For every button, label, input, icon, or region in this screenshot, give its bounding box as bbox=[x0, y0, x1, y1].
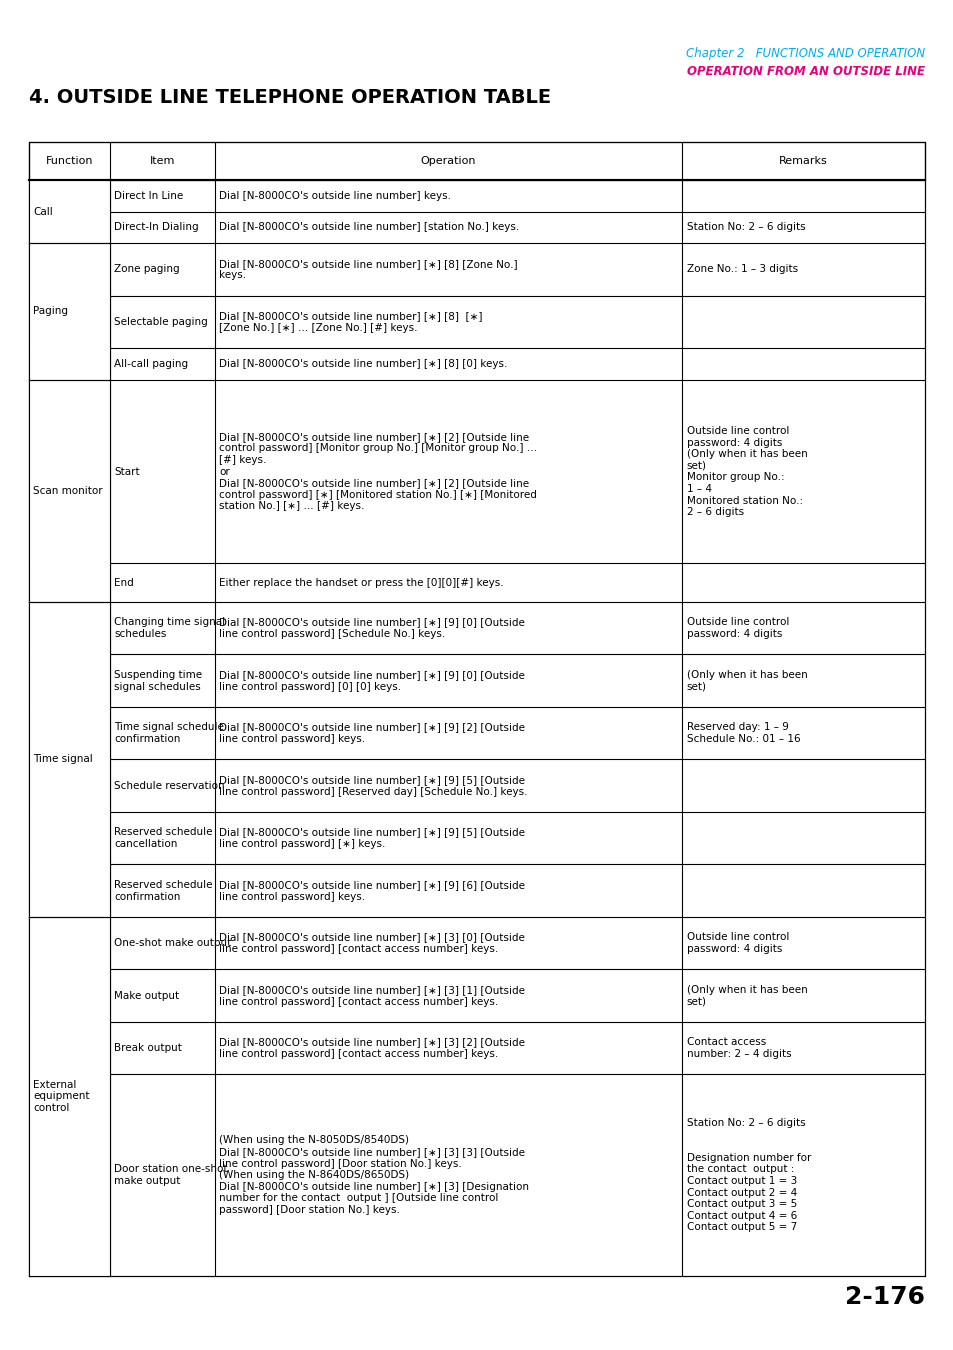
Text: One-shot make output: One-shot make output bbox=[114, 938, 232, 948]
Text: Selectable paging: Selectable paging bbox=[114, 317, 208, 327]
Text: Operation: Operation bbox=[420, 157, 476, 166]
Bar bbox=[29, 142, 924, 181]
Text: Dial [N-8000CO's outside line number] [∗] [3] [0] [Outside
line control password: Dial [N-8000CO's outside line number] [∗… bbox=[219, 933, 525, 954]
Text: Dial [N-8000CO's outside line number] [∗] [3] [1] [Outside
line control password: Dial [N-8000CO's outside line number] [∗… bbox=[219, 986, 525, 1007]
Text: Dial [N-8000CO's outside line number] [∗] [8] [Zone No.]
keys.: Dial [N-8000CO's outside line number] [∗… bbox=[219, 259, 517, 281]
Text: OPERATION FROM AN OUTSIDE LINE: OPERATION FROM AN OUTSIDE LINE bbox=[687, 65, 924, 78]
Text: Dial [N-8000CO's outside line number] [∗] [9] [0] [Outside
line control password: Dial [N-8000CO's outside line number] [∗… bbox=[219, 617, 525, 639]
Text: Chapter 2   FUNCTIONS AND OPERATION: Chapter 2 FUNCTIONS AND OPERATION bbox=[685, 47, 924, 61]
Bar bbox=[29, 142, 924, 1276]
Text: Station No: 2 – 6 digits: Station No: 2 – 6 digits bbox=[686, 223, 804, 232]
Text: Suspending time
signal schedules: Suspending time signal schedules bbox=[114, 670, 202, 691]
Text: (Only when it has been
set): (Only when it has been set) bbox=[686, 986, 807, 1007]
Text: Reserved day: 1 – 9
Schedule No.: 01 – 16: Reserved day: 1 – 9 Schedule No.: 01 – 1… bbox=[686, 722, 800, 744]
Bar bbox=[29, 379, 110, 602]
Text: Either replace the handset or press the [0][0][#] keys.: Either replace the handset or press the … bbox=[219, 578, 503, 587]
Text: Break output: Break output bbox=[114, 1044, 182, 1053]
Text: (Only when it has been
set): (Only when it has been set) bbox=[686, 670, 807, 691]
Text: Dial [N-8000CO's outside line number] [station No.] keys.: Dial [N-8000CO's outside line number] [s… bbox=[219, 223, 519, 232]
Text: Direct In Line: Direct In Line bbox=[114, 190, 184, 201]
Text: Item: Item bbox=[150, 157, 174, 166]
Bar bbox=[29, 142, 924, 181]
Text: Function: Function bbox=[46, 157, 92, 166]
Text: Station No: 2 – 6 digits


Designation number for
the contact  output :
Contact : Station No: 2 – 6 digits Designation num… bbox=[686, 1118, 810, 1233]
Text: (When using the N-8050DS/8540DS)
Dial [N-8000CO's outside line number] [∗] [3] [: (When using the N-8050DS/8540DS) Dial [N… bbox=[219, 1135, 529, 1215]
Text: Dial [N-8000CO's outside line number] [∗] [8] [0] keys.: Dial [N-8000CO's outside line number] [∗… bbox=[219, 359, 507, 369]
Text: Dial [N-8000CO's outside line number] [∗] [9] [0] [Outside
line control password: Dial [N-8000CO's outside line number] [∗… bbox=[219, 670, 525, 691]
Text: Call: Call bbox=[33, 207, 53, 217]
Text: Outside line control
password: 4 digits
(Only when it has been
set)
Monitor grou: Outside line control password: 4 digits … bbox=[686, 427, 807, 517]
Bar bbox=[29, 181, 110, 243]
Text: Reserved schedule
cancellation: Reserved schedule cancellation bbox=[114, 828, 213, 849]
Text: Dial [N-8000CO's outside line number] keys.: Dial [N-8000CO's outside line number] ke… bbox=[219, 190, 451, 201]
Text: Door station one-shot
make output: Door station one-shot make output bbox=[114, 1164, 228, 1185]
Text: Dial [N-8000CO's outside line number] [∗] [9] [5] [Outside
line control password: Dial [N-8000CO's outside line number] [∗… bbox=[219, 775, 527, 796]
Text: Dial [N-8000CO's outside line number] [∗] [9] [6] [Outside
line control password: Dial [N-8000CO's outside line number] [∗… bbox=[219, 880, 525, 902]
Text: Paging: Paging bbox=[33, 306, 69, 316]
Text: Direct-In Dialing: Direct-In Dialing bbox=[114, 223, 199, 232]
Text: Start: Start bbox=[114, 467, 140, 477]
Text: External
equipment
control: External equipment control bbox=[33, 1080, 90, 1112]
Text: Zone paging: Zone paging bbox=[114, 265, 180, 274]
Text: Contact access
number: 2 – 4 digits: Contact access number: 2 – 4 digits bbox=[686, 1037, 791, 1058]
Text: Scan monitor: Scan monitor bbox=[33, 467, 103, 477]
Text: Remarks: Remarks bbox=[779, 157, 827, 166]
Text: Scan monitor: Scan monitor bbox=[33, 486, 103, 495]
Text: 2-176: 2-176 bbox=[844, 1285, 924, 1310]
Bar bbox=[29, 917, 110, 1276]
Text: Dial [N-8000CO's outside line number] [∗] [9] [5] [Outside
line control password: Dial [N-8000CO's outside line number] [∗… bbox=[219, 828, 525, 849]
Text: Outside line control
password: 4 digits: Outside line control password: 4 digits bbox=[686, 617, 788, 639]
Text: Dial [N-8000CO's outside line number] [∗] [8]  [∗]
[Zone No.] [∗] … [Zone No.] [: Dial [N-8000CO's outside line number] [∗… bbox=[219, 312, 482, 333]
Text: Call: Call bbox=[33, 190, 53, 201]
Text: End: End bbox=[114, 578, 134, 587]
Text: Reserved schedule
confirmation: Reserved schedule confirmation bbox=[114, 880, 213, 902]
Text: Dial [N-8000CO's outside line number] [∗] [2] [Outside line
control password] [M: Dial [N-8000CO's outside line number] [∗… bbox=[219, 432, 537, 512]
Text: Time signal schedule
confirmation: Time signal schedule confirmation bbox=[114, 722, 224, 744]
Text: External
equipment
control: External equipment control bbox=[33, 926, 90, 960]
Text: Changing time signal
schedules: Changing time signal schedules bbox=[114, 617, 225, 639]
Bar bbox=[29, 602, 110, 917]
Text: Dial [N-8000CO's outside line number] [∗] [3] [2] [Outside
line control password: Dial [N-8000CO's outside line number] [∗… bbox=[219, 1037, 525, 1058]
Text: Zone No.: 1 – 3 digits: Zone No.: 1 – 3 digits bbox=[686, 265, 797, 274]
Text: Outside line control
password: 4 digits: Outside line control password: 4 digits bbox=[686, 933, 788, 954]
Text: Make output: Make output bbox=[114, 991, 179, 1000]
Text: All-call paging: All-call paging bbox=[114, 359, 189, 369]
Text: Time signal: Time signal bbox=[33, 624, 93, 633]
Text: Dial [N-8000CO's outside line number] [∗] [9] [2] [Outside
line control password: Dial [N-8000CO's outside line number] [∗… bbox=[219, 722, 525, 744]
Text: Schedule reservation: Schedule reservation bbox=[114, 780, 225, 791]
Text: Paging: Paging bbox=[33, 265, 69, 274]
Bar bbox=[29, 243, 110, 379]
Text: 4. OUTSIDE LINE TELEPHONE OPERATION TABLE: 4. OUTSIDE LINE TELEPHONE OPERATION TABL… bbox=[29, 88, 550, 107]
Text: Time signal: Time signal bbox=[33, 755, 93, 764]
